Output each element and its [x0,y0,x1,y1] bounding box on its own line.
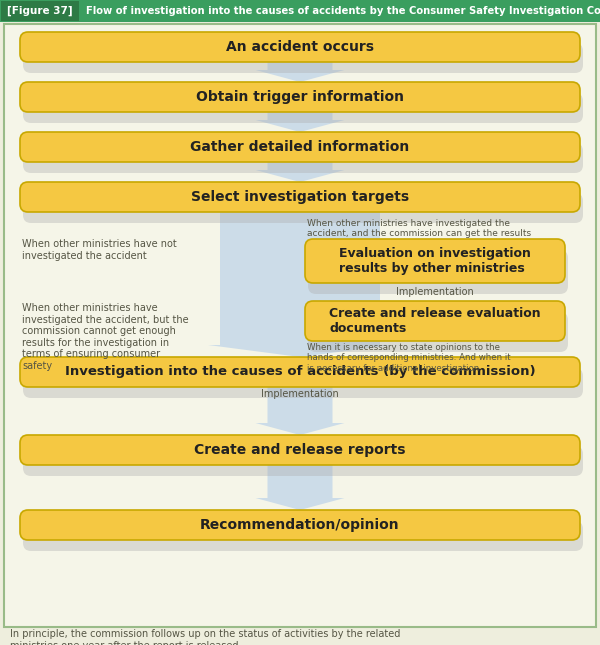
Polygon shape [256,162,344,182]
FancyBboxPatch shape [305,239,565,283]
Text: Implementation: Implementation [396,287,474,297]
FancyBboxPatch shape [305,301,565,341]
Text: When other ministries have investigated the
accident, and the commission can get: When other ministries have investigated … [307,219,531,239]
Polygon shape [256,62,344,82]
Polygon shape [256,112,344,132]
Text: Flow of investigation into the causes of accidents by the Consumer Safety Invest: Flow of investigation into the causes of… [86,6,600,16]
FancyBboxPatch shape [23,43,583,73]
FancyBboxPatch shape [20,182,580,212]
FancyBboxPatch shape [20,82,580,112]
FancyBboxPatch shape [20,435,580,465]
FancyBboxPatch shape [308,250,568,294]
FancyBboxPatch shape [20,510,580,540]
Text: When other ministries have
investigated the accident, but the
commission cannot : When other ministries have investigated … [22,303,188,371]
Text: Obtain trigger information: Obtain trigger information [196,90,404,104]
Text: Investigation into the causes of accidents (by the commission): Investigation into the causes of acciden… [65,366,535,379]
Text: Select investigation targets: Select investigation targets [191,190,409,204]
Text: In principle, the commission follows up on the status of activities by the relat: In principle, the commission follows up … [10,629,400,645]
Polygon shape [256,465,344,510]
FancyBboxPatch shape [23,521,583,551]
FancyBboxPatch shape [23,193,583,223]
Text: Gather detailed information: Gather detailed information [190,140,410,154]
FancyBboxPatch shape [20,32,580,62]
Bar [1,1,79,21]
FancyBboxPatch shape [23,446,583,476]
Bar [0,0,600,22]
Polygon shape [256,387,344,435]
FancyBboxPatch shape [20,132,580,162]
Text: Create and release reports: Create and release reports [194,443,406,457]
Polygon shape [208,212,392,357]
Text: When it is necessary to state opinions to the
hands of corresponding ministries.: When it is necessary to state opinions t… [307,343,511,373]
Text: [Figure 37]: [Figure 37] [7,6,73,16]
Text: Create and release evaluation
documents: Create and release evaluation documents [329,307,541,335]
Text: An accident occurs: An accident occurs [226,40,374,54]
Text: Recommendation/opinion: Recommendation/opinion [200,518,400,532]
FancyBboxPatch shape [23,93,583,123]
FancyBboxPatch shape [308,312,568,352]
FancyBboxPatch shape [20,357,580,387]
Text: When other ministries have not
investigated the accident: When other ministries have not investiga… [22,239,177,261]
FancyBboxPatch shape [23,143,583,173]
FancyBboxPatch shape [23,368,583,398]
Text: Evaluation on investigation
results by other ministries: Evaluation on investigation results by o… [339,247,531,275]
Text: Implementation: Implementation [261,389,339,399]
FancyBboxPatch shape [4,24,596,627]
